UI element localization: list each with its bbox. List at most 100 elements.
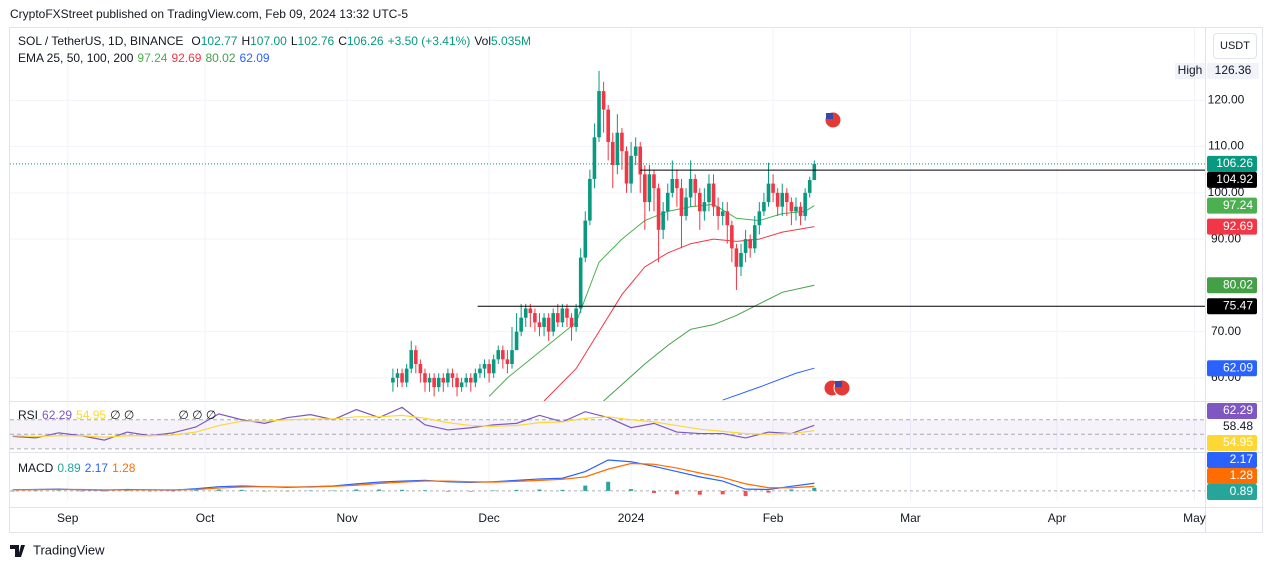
price-label: 54.95 [1223, 435, 1253, 449]
histogram-bar [629, 489, 634, 491]
histogram-bar [79, 490, 84, 492]
price-label-box [1207, 277, 1257, 294]
candle-body [615, 132, 620, 166]
x-tick-label: Nov [336, 511, 357, 525]
candle-body [487, 363, 491, 374]
symbol-legend: SOL / TetherUS, 1D, BINANCE O 102.77 H 107… [18, 34, 531, 48]
candle-body [400, 373, 404, 383]
histogram-bar [766, 490, 771, 493]
candle-body [739, 252, 743, 267]
flag-icon [826, 113, 833, 119]
histogram-bar [56, 490, 61, 492]
candle-body [670, 178, 675, 193]
histogram-bar [400, 489, 405, 491]
candle-body [757, 211, 762, 226]
pane [10, 406, 1205, 450]
candle-body [652, 174, 656, 189]
candle-body [697, 192, 702, 212]
candle-body [734, 248, 739, 267]
candle-body [624, 151, 629, 184]
candle-body [450, 373, 455, 378]
candle-body [551, 313, 556, 332]
price-label: 0.89 [1230, 484, 1254, 498]
price-label: 80.02 [1223, 277, 1253, 291]
x-tick-label: May [1183, 511, 1206, 525]
ema-line [722, 367, 815, 401]
histogram-bar [514, 489, 519, 491]
candle-body [510, 350, 514, 364]
currency-button[interactable]: USDT [1213, 33, 1257, 59]
candle-body [601, 91, 606, 110]
candle-body [578, 257, 583, 309]
histogram-bar [377, 489, 382, 491]
candle-body [436, 377, 441, 388]
candle-body [647, 174, 652, 203]
candle-body [620, 132, 624, 152]
candle-body [794, 206, 798, 212]
candle-body [514, 331, 519, 351]
candle-body [665, 192, 670, 212]
indicator-title: RSI [18, 408, 39, 422]
candle-body [432, 377, 436, 388]
indicator-line [12, 406, 815, 441]
price-label: 1.28 [1230, 468, 1254, 482]
candle-body [418, 363, 423, 374]
histogram-bar [583, 485, 588, 491]
price-label-box [1207, 452, 1257, 468]
candle-body [702, 202, 707, 212]
histogram-bar [789, 489, 794, 491]
legend-value: 97.24 [137, 51, 168, 65]
candle-body [771, 183, 775, 193]
candle-body [716, 206, 720, 216]
candle-body [542, 317, 546, 327]
histogram-bar [743, 490, 748, 497]
candle-body [597, 91, 601, 138]
candle-body [537, 322, 542, 327]
legend-value: 0.89 [57, 461, 81, 475]
ema-legend: EMA 25, 50, 100, 200 97.24 92.69 80.02 6… [18, 51, 270, 65]
candle-body [391, 377, 395, 383]
publisher-line: CryptoFXStreet published on TradingView.… [10, 7, 408, 21]
candle-body [441, 377, 446, 383]
candle-body [395, 373, 400, 378]
candle-body [409, 350, 414, 369]
candle-body [592, 137, 597, 179]
legend-value: 92.69 [171, 51, 202, 65]
candle-body [752, 225, 757, 249]
candle-body [610, 141, 615, 166]
candle-body [455, 377, 459, 388]
price-label: 58.48 [1223, 419, 1253, 433]
high-value: 126.36 [1215, 63, 1252, 77]
histogram-bar [33, 490, 38, 492]
candle-body [464, 377, 468, 383]
candle-body [693, 178, 698, 193]
chart-frame [9, 27, 1263, 533]
indicator-line [12, 462, 815, 491]
price-label-box [1207, 435, 1257, 451]
histogram-bar [812, 487, 817, 491]
ema-line [488, 203, 815, 397]
histogram-bar [422, 490, 427, 491]
ema-line [543, 226, 815, 401]
histogram-bar [193, 490, 198, 491]
x-tick-label: Mar [900, 511, 921, 525]
candle-body [766, 183, 771, 203]
indicator-title: MACD [18, 461, 54, 475]
candle-body [414, 350, 418, 364]
legend-extra: ∅ ∅ [110, 408, 135, 422]
candle-body [679, 188, 684, 216]
histogram-bar [697, 490, 702, 495]
y-tick-label: 70.00 [1211, 324, 1241, 338]
high-label-box [1175, 62, 1205, 79]
candle-body [688, 178, 693, 198]
histogram-bar [125, 490, 130, 492]
price-label: 104.92 [1216, 172, 1253, 186]
legend-value: 62.09 [239, 51, 270, 65]
price-label-box [1207, 155, 1257, 172]
candle-body [446, 373, 450, 383]
y-tick-label: 110.00 [1208, 139, 1244, 153]
histogram-bar [560, 489, 565, 491]
pane [10, 70, 1205, 401]
